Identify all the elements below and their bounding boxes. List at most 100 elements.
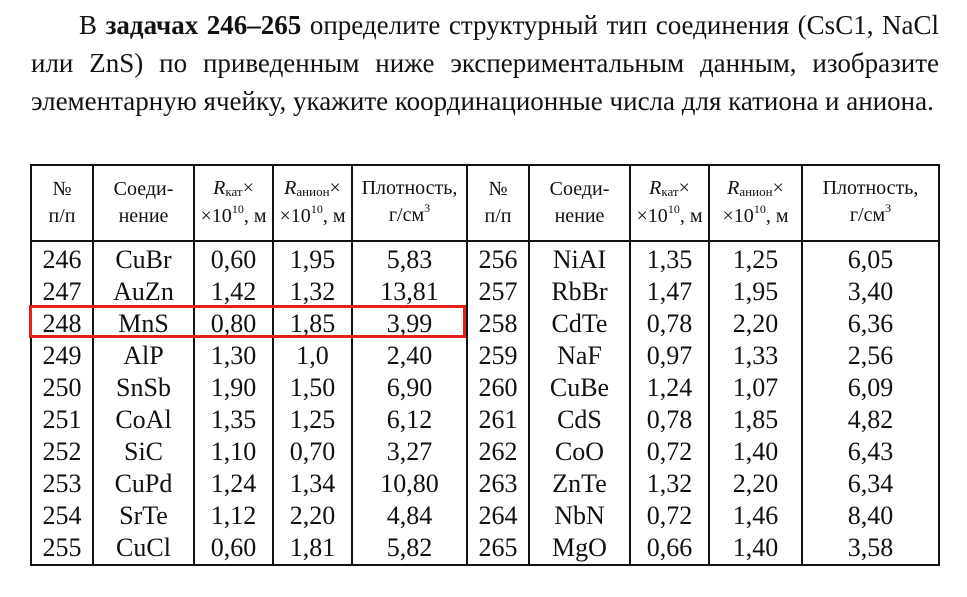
- cell-density: 5,83: [351, 241, 467, 276]
- cell-density: 6,43: [801, 436, 939, 468]
- header-compound-left: Соеди- нение: [92, 165, 194, 242]
- cell-rcat: 1,10: [193, 436, 273, 468]
- header-density-right: Плотность, г/см3: [801, 165, 939, 242]
- header-density-left: Плотность, г/см3: [351, 165, 467, 242]
- header-ranion-left: Rанион× ×1010, м: [272, 165, 352, 242]
- cell-compound: ZnTe: [528, 468, 630, 500]
- table-row: 251 CoAl 1,35 1,25 6,12 261 CdS 0,78 1,8…: [30, 404, 939, 436]
- cell-ranion: 1,95: [708, 276, 802, 308]
- cell-rcat: 0,72: [629, 500, 709, 532]
- cell-ranion: 1,50: [272, 372, 352, 404]
- cell-rcat: 1,30: [193, 340, 273, 372]
- cell-rcat: 0,72: [629, 436, 709, 468]
- header-rcat-left: Rкат× ×1010, м: [193, 165, 273, 242]
- cell-compound: CuPd: [92, 468, 194, 500]
- cell-density: 6,05: [801, 241, 939, 276]
- cell-density: 8,40: [801, 500, 939, 532]
- cell-rcat: 0,97: [629, 340, 709, 372]
- cell-number: 262: [466, 436, 529, 468]
- cell-number: 251: [30, 404, 93, 436]
- cell-ranion: 1,0: [272, 340, 352, 372]
- cell-number: 264: [466, 500, 529, 532]
- cell-compound: RbBr: [528, 276, 630, 308]
- cell-compound: CoAl: [92, 404, 194, 436]
- cell-number: 254: [30, 500, 93, 532]
- cell-number: 252: [30, 436, 93, 468]
- cell-number: 258: [466, 308, 529, 340]
- cell-compound: CuCl: [92, 532, 194, 565]
- cell-number: 261: [466, 404, 529, 436]
- cell-ranion: 1,40: [708, 532, 802, 565]
- cell-compound: CdS: [528, 404, 630, 436]
- table-row-highlighted: 248 MnS 0,80 1,85 3,99 258 CdTe 0,78 2,2…: [30, 308, 939, 340]
- cell-rcat: 1,42: [193, 276, 273, 308]
- cell-ranion: 1,81: [272, 532, 352, 565]
- cell-compound: NiAI: [528, 241, 630, 276]
- cell-rcat: 1,12: [193, 500, 273, 532]
- intro-lead: В: [79, 10, 106, 40]
- compounds-table: № п/п Соеди- нение Rкат× ×1010, м Rанион…: [30, 164, 940, 566]
- cell-density: 3,99: [351, 308, 467, 340]
- cell-density: 4,84: [351, 500, 467, 532]
- cell-compound: AlP: [92, 340, 194, 372]
- cell-ranion: 1,33: [708, 340, 802, 372]
- cell-rcat: 1,35: [629, 241, 709, 276]
- table-row: 255 CuCl 0,60 1,81 5,82 265 MgO 0,66 1,4…: [30, 532, 939, 565]
- table-row: 250 SnSb 1,90 1,50 6,90 260 CuBe 1,24 1,…: [30, 372, 939, 404]
- cell-rcat: 1,24: [629, 372, 709, 404]
- cell-compound: NaF: [528, 340, 630, 372]
- cell-compound: CuBe: [528, 372, 630, 404]
- cell-number: 246: [30, 241, 93, 276]
- cell-density: 6,90: [351, 372, 467, 404]
- cell-density: 3,40: [801, 276, 939, 308]
- intro-text: определите структурный тип соединения (C…: [31, 10, 940, 116]
- cell-compound: CuBr: [92, 241, 194, 276]
- cell-compound: NbN: [528, 500, 630, 532]
- cell-rcat: 1,24: [193, 468, 273, 500]
- cell-rcat: 1,90: [193, 372, 273, 404]
- cell-ranion: 1,07: [708, 372, 802, 404]
- cell-ranion: 1,46: [708, 500, 802, 532]
- cell-compound: CdTe: [528, 308, 630, 340]
- cell-ranion: 2,20: [708, 468, 802, 500]
- cell-ranion: 2,20: [272, 500, 352, 532]
- intro-bold-task-range: задачах 246–265: [105, 10, 302, 40]
- cell-compound: SrTe: [92, 500, 194, 532]
- cell-rcat: 0,78: [629, 404, 709, 436]
- cell-density: 2,56: [801, 340, 939, 372]
- cell-ranion: 0,70: [272, 436, 352, 468]
- table-row: 252 SiC 1,10 0,70 3,27 262 CoO 0,72 1,40…: [30, 436, 939, 468]
- cell-density: 6,12: [351, 404, 467, 436]
- cell-compound: MnS: [92, 308, 194, 340]
- cell-rcat: 1,35: [193, 404, 273, 436]
- table-row: 253 CuPd 1,24 1,34 10,80 263 ZnTe 1,32 2…: [30, 468, 939, 500]
- cell-number: 253: [30, 468, 93, 500]
- cell-density: 6,09: [801, 372, 939, 404]
- cell-ranion: 2,20: [708, 308, 802, 340]
- cell-density: 5,82: [351, 532, 467, 565]
- table-row: 249 AlP 1,30 1,0 2,40 259 NaF 0,97 1,33 …: [30, 340, 939, 372]
- cell-ranion: 1,25: [708, 241, 802, 276]
- cell-number: 263: [466, 468, 529, 500]
- header-compound-right: Соеди- нение: [528, 165, 630, 242]
- cell-rcat: 0,60: [193, 532, 273, 565]
- table-header-row: № п/п Соеди- нение Rкат× ×1010, м Rанион…: [30, 165, 939, 242]
- cell-compound: MgO: [528, 532, 630, 565]
- cell-density: 3,27: [351, 436, 467, 468]
- cell-ranion: 1,34: [272, 468, 352, 500]
- table-row: 246 CuBr 0,60 1,95 5,83 256 NiAI 1,35 1,…: [30, 241, 939, 276]
- cell-rcat: 1,47: [629, 276, 709, 308]
- cell-number: 259: [466, 340, 529, 372]
- cell-rcat: 1,32: [629, 468, 709, 500]
- cell-compound: SnSb: [92, 372, 194, 404]
- cell-density: 13,81: [351, 276, 467, 308]
- cell-compound: CoO: [528, 436, 630, 468]
- header-ranion-right: Rанион× ×1010, м: [708, 165, 802, 242]
- cell-density: 6,34: [801, 468, 939, 500]
- cell-rcat: 0,80: [193, 308, 273, 340]
- cell-density: 10,80: [351, 468, 467, 500]
- cell-number: 249: [30, 340, 93, 372]
- cell-number: 257: [466, 276, 529, 308]
- header-number-right: № п/п: [466, 165, 529, 242]
- cell-rcat: 0,66: [629, 532, 709, 565]
